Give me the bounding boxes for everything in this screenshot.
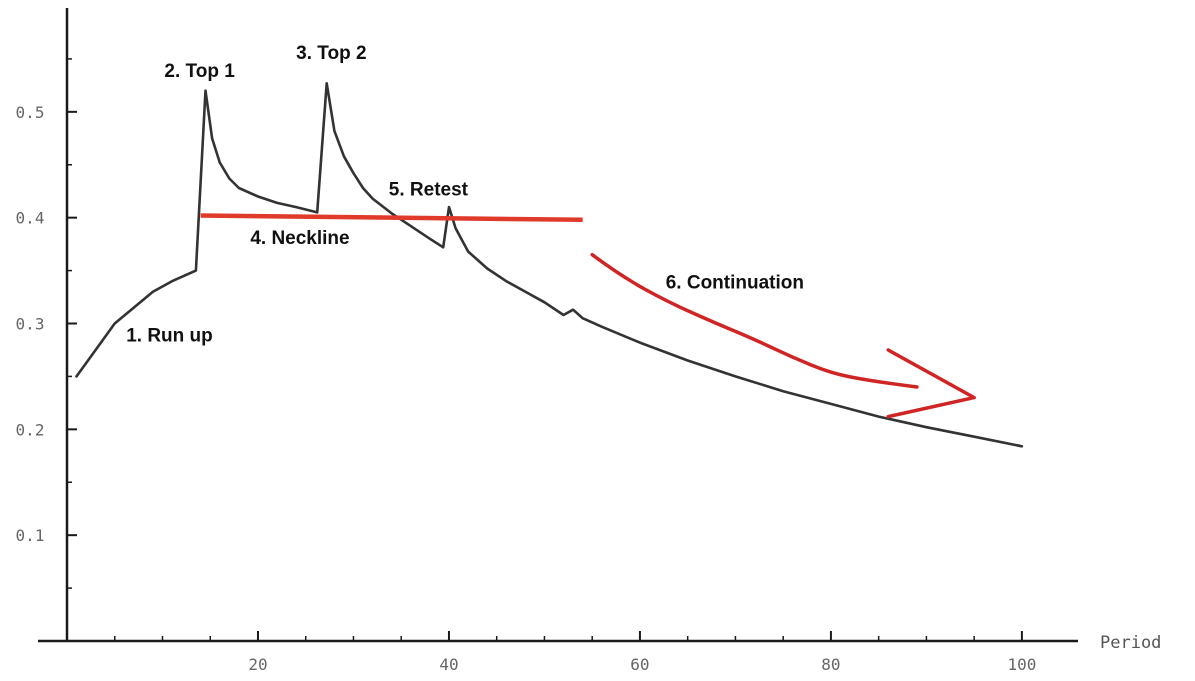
y-tick-label: 0.2 bbox=[16, 420, 45, 439]
overlay-layer bbox=[200, 213, 976, 419]
x-tick-label: 20 bbox=[248, 655, 267, 674]
x-tick-label: 40 bbox=[439, 655, 458, 674]
x-axis-title: Period bbox=[1100, 633, 1161, 653]
y-tick-label: 0.5 bbox=[16, 103, 45, 122]
annotation-label: 2. Top 1 bbox=[164, 61, 235, 82]
x-tick-label: 60 bbox=[630, 655, 649, 674]
y-tick-label: 0.4 bbox=[16, 209, 45, 228]
series-layer bbox=[75, 82, 1024, 448]
annotation-label: 5. Retest bbox=[389, 179, 469, 200]
price-series-line bbox=[75, 82, 1024, 448]
continuation-arrow-shaft bbox=[590, 252, 919, 389]
continuation-arrow-head bbox=[886, 348, 976, 419]
annotation-label: 3. Top 2 bbox=[296, 43, 366, 64]
x-tick-label: 100 bbox=[1007, 655, 1036, 674]
x-ticks: 20 40 60 80 100 bbox=[113, 631, 1036, 674]
neckline-line bbox=[200, 213, 583, 223]
annotation-label: 6. Continuation bbox=[666, 273, 804, 294]
annotation-label: 1. Run up bbox=[126, 325, 213, 346]
y-ticks: 0.1 0.2 0.3 0.4 0.5 bbox=[16, 58, 77, 589]
axes: 0.1 0.2 0.3 0.4 0.5 20 40 60 80 100 Period bbox=[16, 8, 1161, 674]
x-tick-label: 80 bbox=[821, 655, 840, 674]
y-tick-label: 0.1 bbox=[16, 526, 45, 545]
annotation-label: 4. Neckline bbox=[250, 228, 349, 249]
y-tick-label: 0.3 bbox=[16, 315, 45, 334]
annotation-layer: 1. Run up 2. Top 1 3. Top 2 4. Neckline 5. R… bbox=[126, 43, 804, 347]
